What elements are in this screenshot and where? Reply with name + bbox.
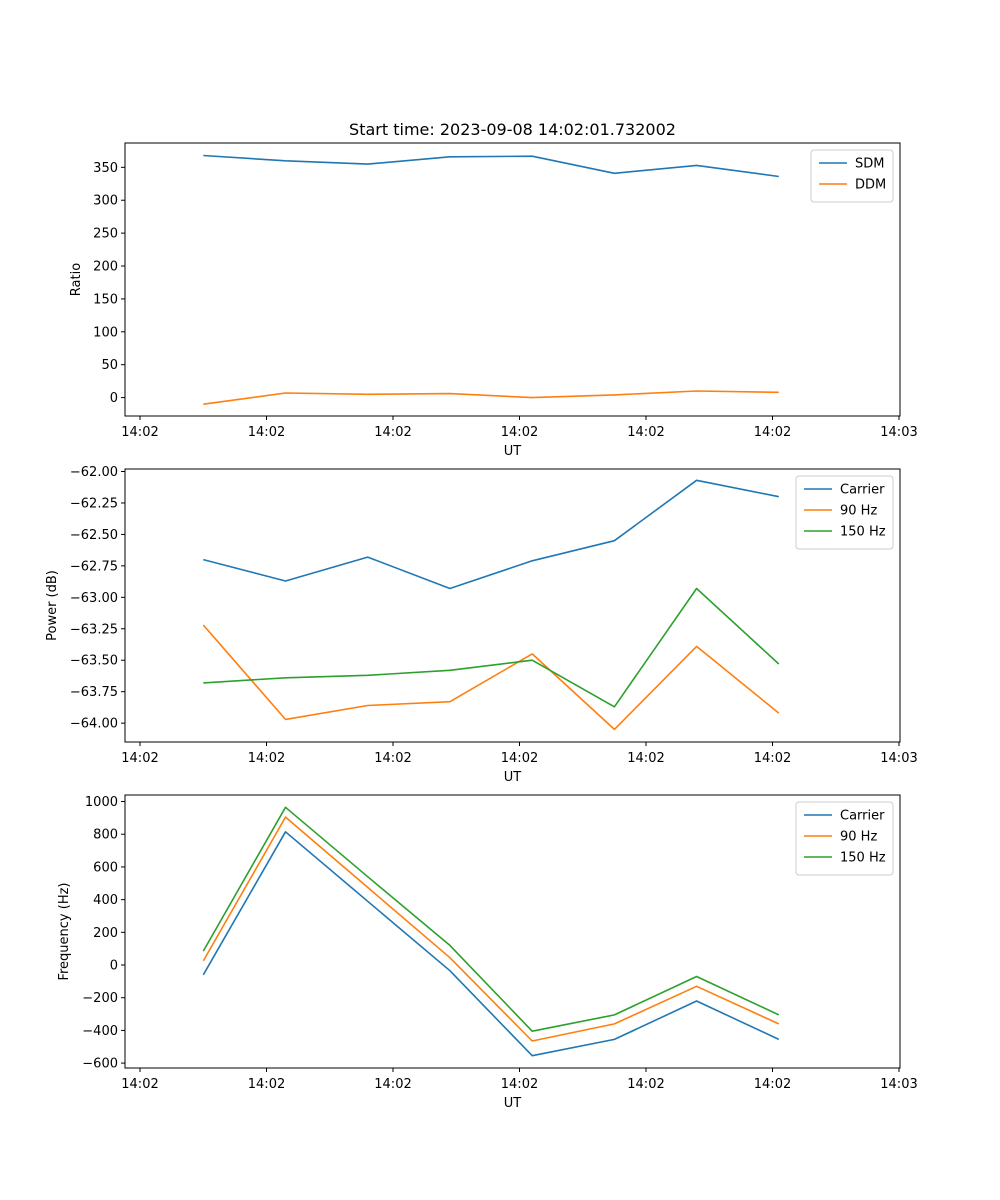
y-tick-label: −63.50 [70,654,118,669]
plot-frame [124,794,901,1069]
x-tick-label: 14:02 [627,425,664,440]
y-axis-label: Frequency (Hz) [57,882,72,980]
x-tick-label: 14:02 [501,751,538,766]
y-tick-label: −62.50 [70,528,118,543]
chart-title: Start time: 2023-09-08 14:02:01.732002 [349,120,676,139]
subplot-1: Start time: 2023-09-08 14:02:01.732002 14… [69,120,918,459]
series-line-sdm [203,154,779,178]
series-line-150-hz [203,587,780,708]
x-axis-label: UT [504,1096,522,1111]
x-tick-label: 14:03 [880,1077,917,1092]
series-line-ddm [203,390,779,405]
series-line-90-hz [202,624,780,731]
x-tick-label: 14:02 [627,1077,664,1092]
x-tick-label: 14:03 [880,751,917,766]
x-tick-label: 14:02 [374,751,411,766]
chart-root: Start time: 2023-09-08 14:02:01.732002 14… [45,120,918,1111]
y-tick-label: 350 [93,161,118,176]
y-tick-label: −63.75 [70,685,118,700]
x-tick-label: 14:02 [248,751,285,766]
y-axis-label: Power (dB) [45,570,60,641]
x-tick-label: 14:02 [501,1077,538,1092]
y-tick-label: 100 [93,325,118,340]
y-tick-label: 200 [93,926,118,941]
x-tick-label: 14:02 [374,1077,411,1092]
x-tick-label: 14:02 [501,425,538,440]
y-tick-label: 150 [93,292,118,307]
y-tick-label: 0 [110,391,118,406]
legend-label: SDM [855,157,884,172]
y-tick-label: 600 [93,860,118,875]
subplot-2: 14:02 14:02 14:02 14:02 14:02 14:02 14:03 −64.0… [45,465,918,785]
y-tick-label: 50 [101,358,118,373]
y-tick-label: −62.75 [70,559,118,574]
legend: SDM DDM [810,149,894,203]
y-tick-label: 400 [93,893,118,908]
y-tick-label: −600 [82,1057,118,1072]
x-tick-label: 14:02 [754,751,791,766]
y-tick-label: −64.00 [70,717,118,732]
x-tick-label: 14:02 [121,425,158,440]
x-axis-label: UT [504,770,522,785]
legend-label: DDM [855,178,886,193]
y-tick-label: 0 [110,959,118,974]
y-tick-label: 800 [93,828,118,843]
x-tick-label: 14:02 [374,425,411,440]
legend-label: 90 Hz [840,830,877,845]
series-line-carrier [203,479,779,590]
y-tick-label: −63.25 [70,622,118,637]
y-tick-label: 250 [93,227,118,242]
y-tick-label: −63.00 [70,591,118,606]
x-tick-label: 14:02 [121,1077,158,1092]
x-tick-label: 14:02 [248,1077,285,1092]
legend: Carrier 90 Hz 150 Hz [795,475,894,550]
y-tick-label: −62.00 [70,465,118,480]
x-axis-label: UT [504,444,522,459]
legend-label: 90 Hz [840,504,877,519]
plot-frame [124,468,901,743]
subplot-3: 14:02 14:02 14:02 14:02 14:02 14:02 14:03 −600 −… [57,794,918,1111]
legend: Carrier 90 Hz 150 Hz [795,801,894,876]
plot-frame [124,142,901,417]
legend-label: Carrier [840,809,885,824]
legend-label: 150 Hz [840,525,886,540]
legend-label: 150 Hz [840,851,886,866]
y-tick-label: 1000 [85,795,118,810]
x-tick-label: 14:02 [754,1077,791,1092]
series-line-carrier [202,830,780,1057]
y-tick-label: 200 [93,260,118,275]
x-tick-label: 14:03 [880,425,917,440]
legend-label: Carrier [840,483,885,498]
series-line-150-hz [202,806,780,1032]
y-tick-label: −200 [82,991,118,1006]
x-tick-label: 14:02 [754,425,791,440]
y-axis-label: Ratio [69,263,84,296]
y-tick-label: −62.25 [70,496,118,511]
x-tick-label: 14:02 [248,425,285,440]
x-tick-label: 14:02 [627,751,664,766]
y-tick-label: 300 [93,194,118,209]
y-tick-label: −400 [82,1024,118,1039]
x-tick-label: 14:02 [121,751,158,766]
series-line-90-hz [202,816,780,1042]
